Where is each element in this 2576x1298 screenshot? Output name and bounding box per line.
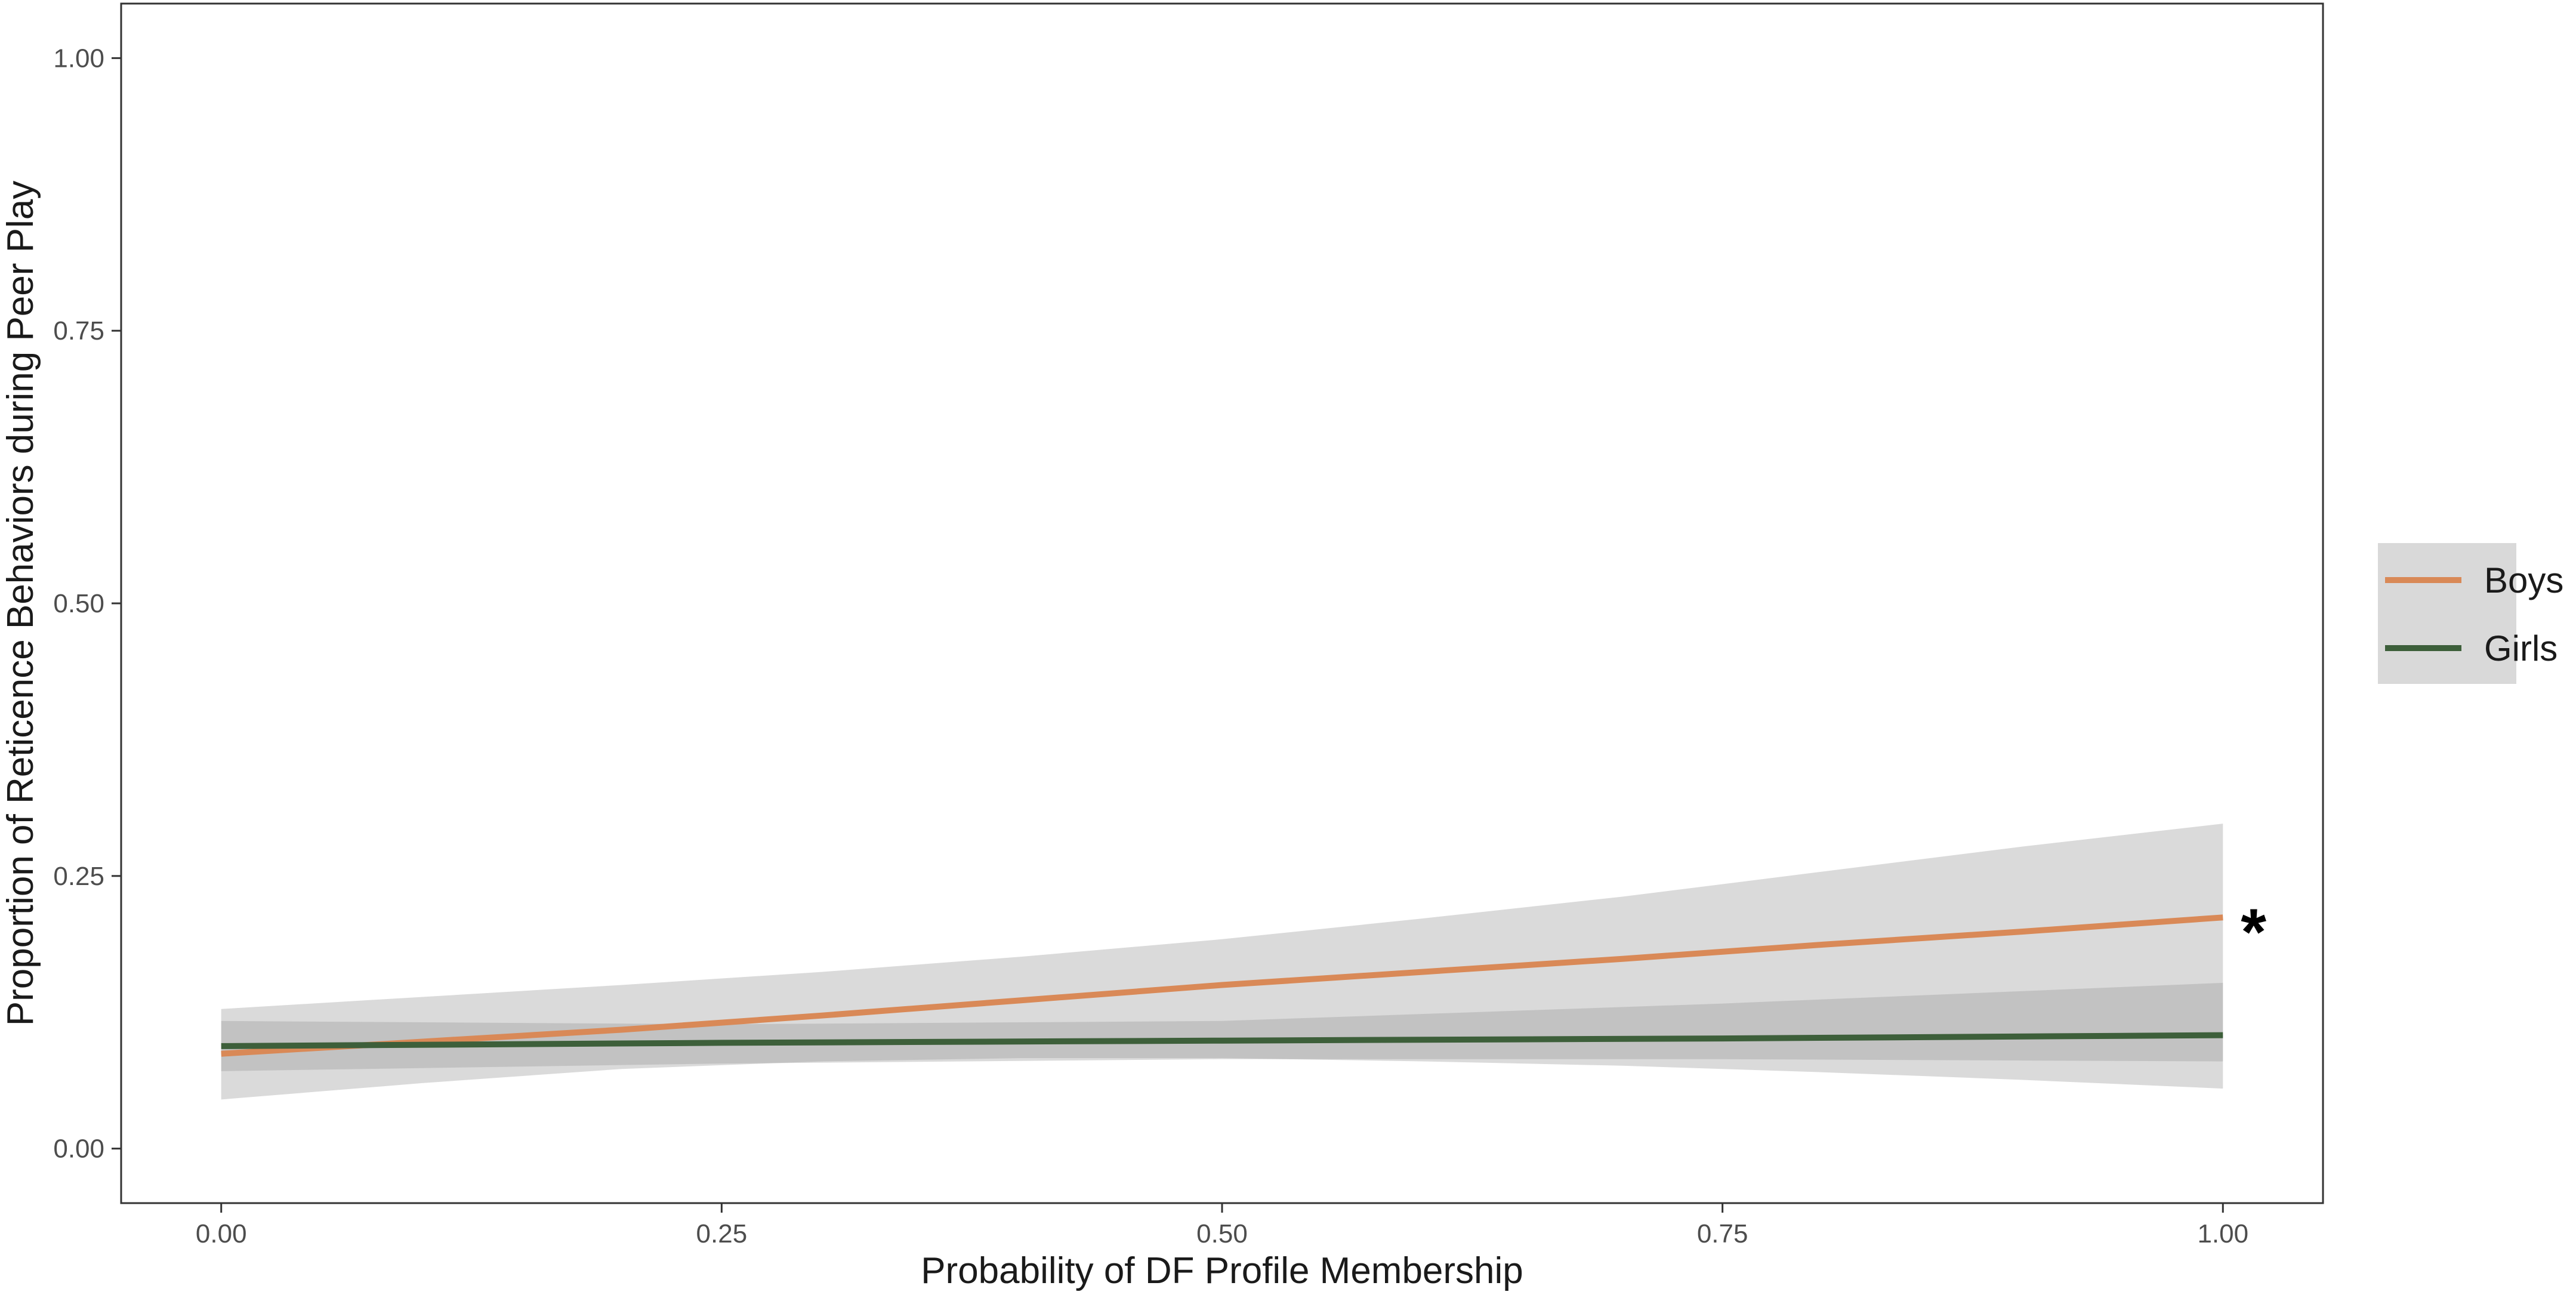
y-tick-label: 0.00	[53, 1134, 104, 1164]
x-tick-label: 0.75	[1697, 1219, 1748, 1248]
confidence-bands	[221, 824, 2223, 1100]
legend-key-background	[2378, 543, 2516, 684]
series-line-girls	[221, 1032, 2223, 1049]
x-tick-label: 0.50	[1196, 1219, 1248, 1248]
ci-band-girls	[221, 982, 2223, 1071]
x-tick-label: 0.25	[696, 1219, 748, 1248]
y-tick-label: 0.50	[53, 589, 104, 618]
x-tick-label: 0.00	[196, 1219, 247, 1248]
y-tick-label: 1.00	[53, 44, 104, 73]
x-axis-title: Probability of DF Profile Membership	[921, 1250, 1523, 1291]
x-axis: 0.00 0.25 0.50 0.75 1.00	[196, 1203, 2248, 1248]
y-tick-label: 0.25	[53, 862, 104, 891]
legend-label-girls: Girls	[2484, 628, 2558, 668]
annotations: *	[2241, 895, 2266, 969]
ci-band-boys	[221, 824, 2223, 1100]
y-axis-title: Proportion of Reticence Behaviors during…	[0, 181, 41, 1026]
x-tick-label: 1.00	[2197, 1219, 2248, 1248]
series-lines	[221, 914, 2223, 1057]
significance-asterisk: *	[2241, 895, 2266, 969]
legend-label-boys: Boys	[2484, 560, 2563, 600]
y-tick-label: 0.75	[53, 316, 104, 346]
y-axis: 0.00 0.25 0.50 0.75 1.00	[53, 44, 121, 1164]
legend: Boys Girls	[2378, 543, 2563, 684]
series-line-boys	[221, 914, 2223, 1057]
